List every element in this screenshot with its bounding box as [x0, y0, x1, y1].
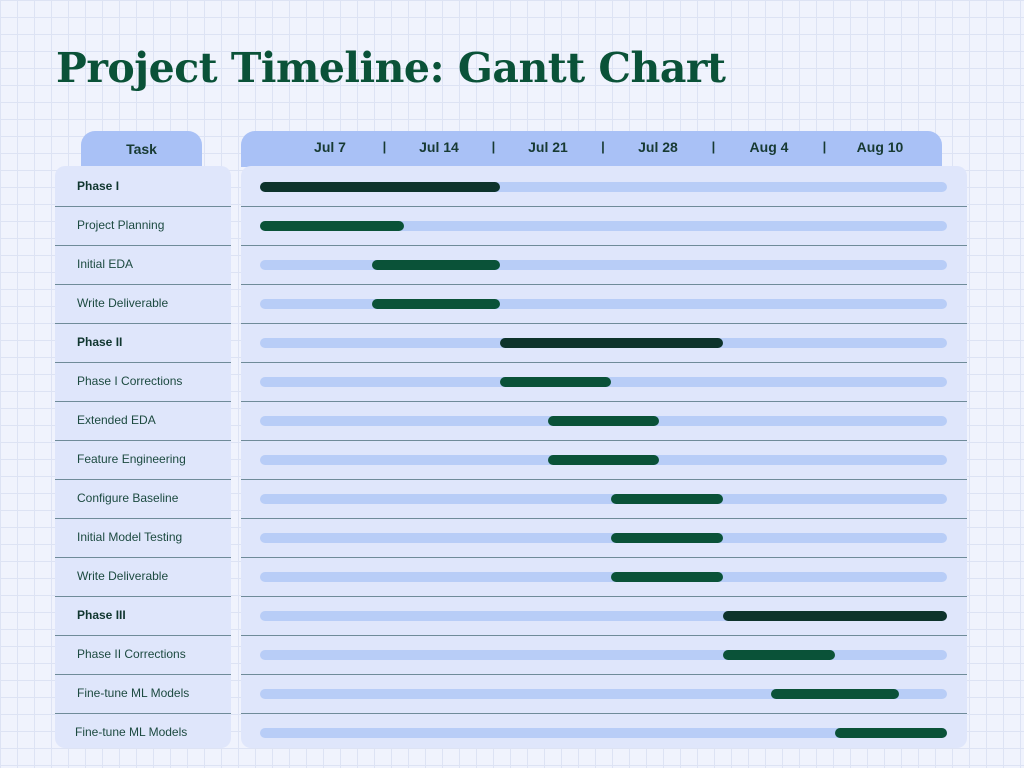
row-divider — [55, 245, 231, 246]
timeline-header: Jul 7 | Jul 14 | Jul 21 | Jul 28 | Aug 4 | Aug 10 — [241, 131, 942, 167]
task-bar — [547, 415, 660, 426]
row-divider — [55, 635, 231, 636]
timeline-track — [260, 181, 947, 192]
row-divider — [241, 635, 967, 636]
task-bar — [547, 454, 660, 465]
task-bar — [611, 532, 724, 543]
row-divider — [241, 362, 967, 363]
task-label: Initial Model Testing — [77, 530, 183, 544]
task-bar — [835, 727, 947, 738]
task-label: Phase II Corrections — [77, 647, 186, 661]
task-label: Fine-tune ML Models — [75, 725, 188, 739]
row-divider — [55, 713, 231, 714]
phase-bar — [723, 610, 947, 621]
task-bar — [260, 220, 404, 231]
x-tick-label: Jul 7 — [314, 139, 346, 155]
x-tick-label: Jul 14 — [419, 139, 459, 155]
task-bar — [371, 259, 500, 270]
row-divider — [241, 479, 967, 480]
row-divider — [55, 479, 231, 480]
phase-label: Phase III — [77, 608, 126, 622]
timeline-track — [260, 298, 947, 309]
task-label: Phase I Corrections — [77, 374, 183, 388]
task-label: Project Planning — [77, 218, 165, 232]
row-divider — [55, 401, 231, 402]
row-divider — [241, 284, 967, 285]
phase-bar — [260, 181, 500, 192]
row-divider — [241, 674, 967, 675]
task-label: Feature Engineering — [77, 452, 186, 466]
task-label: Initial EDA — [77, 257, 134, 271]
phase-label: Phase II — [77, 335, 123, 349]
x-tick-separator: | — [491, 139, 496, 154]
task-label: Extended EDA — [77, 413, 156, 427]
x-tick-label: Jul 21 — [528, 139, 568, 155]
page-title: Project Timeline: Gantt Chart — [56, 44, 726, 92]
row-divider — [55, 284, 231, 285]
timeline-track — [260, 688, 947, 699]
row-divider — [241, 401, 967, 402]
row-divider — [55, 674, 231, 675]
task-column-header: Task — [81, 131, 202, 167]
task-label: Fine-tune ML Models — [77, 686, 190, 700]
task-column-header-label: Task — [126, 141, 157, 157]
row-divider — [241, 323, 967, 324]
phase-bar — [499, 337, 724, 348]
row-divider — [241, 557, 967, 558]
row-divider — [55, 518, 231, 519]
x-tick-separator: | — [601, 139, 605, 154]
row-divider — [241, 596, 967, 597]
row-divider — [55, 557, 231, 558]
task-label: Write Deliverable — [77, 569, 169, 583]
row-divider — [55, 440, 231, 441]
task-list-panel — [55, 166, 231, 748]
x-tick-separator: | — [711, 139, 716, 154]
timeline-track — [260, 727, 947, 738]
row-divider — [241, 440, 967, 441]
phase-label: Phase I — [77, 179, 120, 193]
task-bar — [611, 571, 724, 582]
task-label: Write Deliverable — [77, 296, 169, 310]
x-tick-label: Aug 10 — [856, 139, 904, 155]
task-bar — [371, 298, 500, 309]
row-divider — [55, 596, 231, 597]
timeline-track — [260, 571, 947, 582]
task-bar — [771, 688, 900, 699]
x-tick-label: Aug 4 — [749, 139, 789, 155]
row-divider — [55, 323, 231, 324]
row-divider — [55, 362, 231, 363]
task-bar — [723, 649, 836, 660]
row-divider — [55, 206, 231, 207]
timeline-track — [260, 532, 947, 543]
task-bar — [499, 376, 612, 387]
task-label: Configure Baseline — [77, 491, 179, 505]
row-divider — [241, 713, 967, 714]
timeline-track — [260, 649, 947, 660]
row-divider — [241, 518, 967, 519]
task-bar — [611, 493, 724, 504]
timeline-track — [260, 610, 947, 621]
timeline-track — [260, 259, 947, 270]
x-tick-separator: | — [822, 139, 827, 154]
timeline-track — [260, 220, 947, 231]
timeline-track — [260, 493, 947, 504]
row-divider — [241, 206, 967, 207]
row-divider — [241, 245, 967, 246]
x-tick-label: Jul 28 — [638, 139, 678, 155]
x-tick-separator: | — [382, 139, 387, 154]
